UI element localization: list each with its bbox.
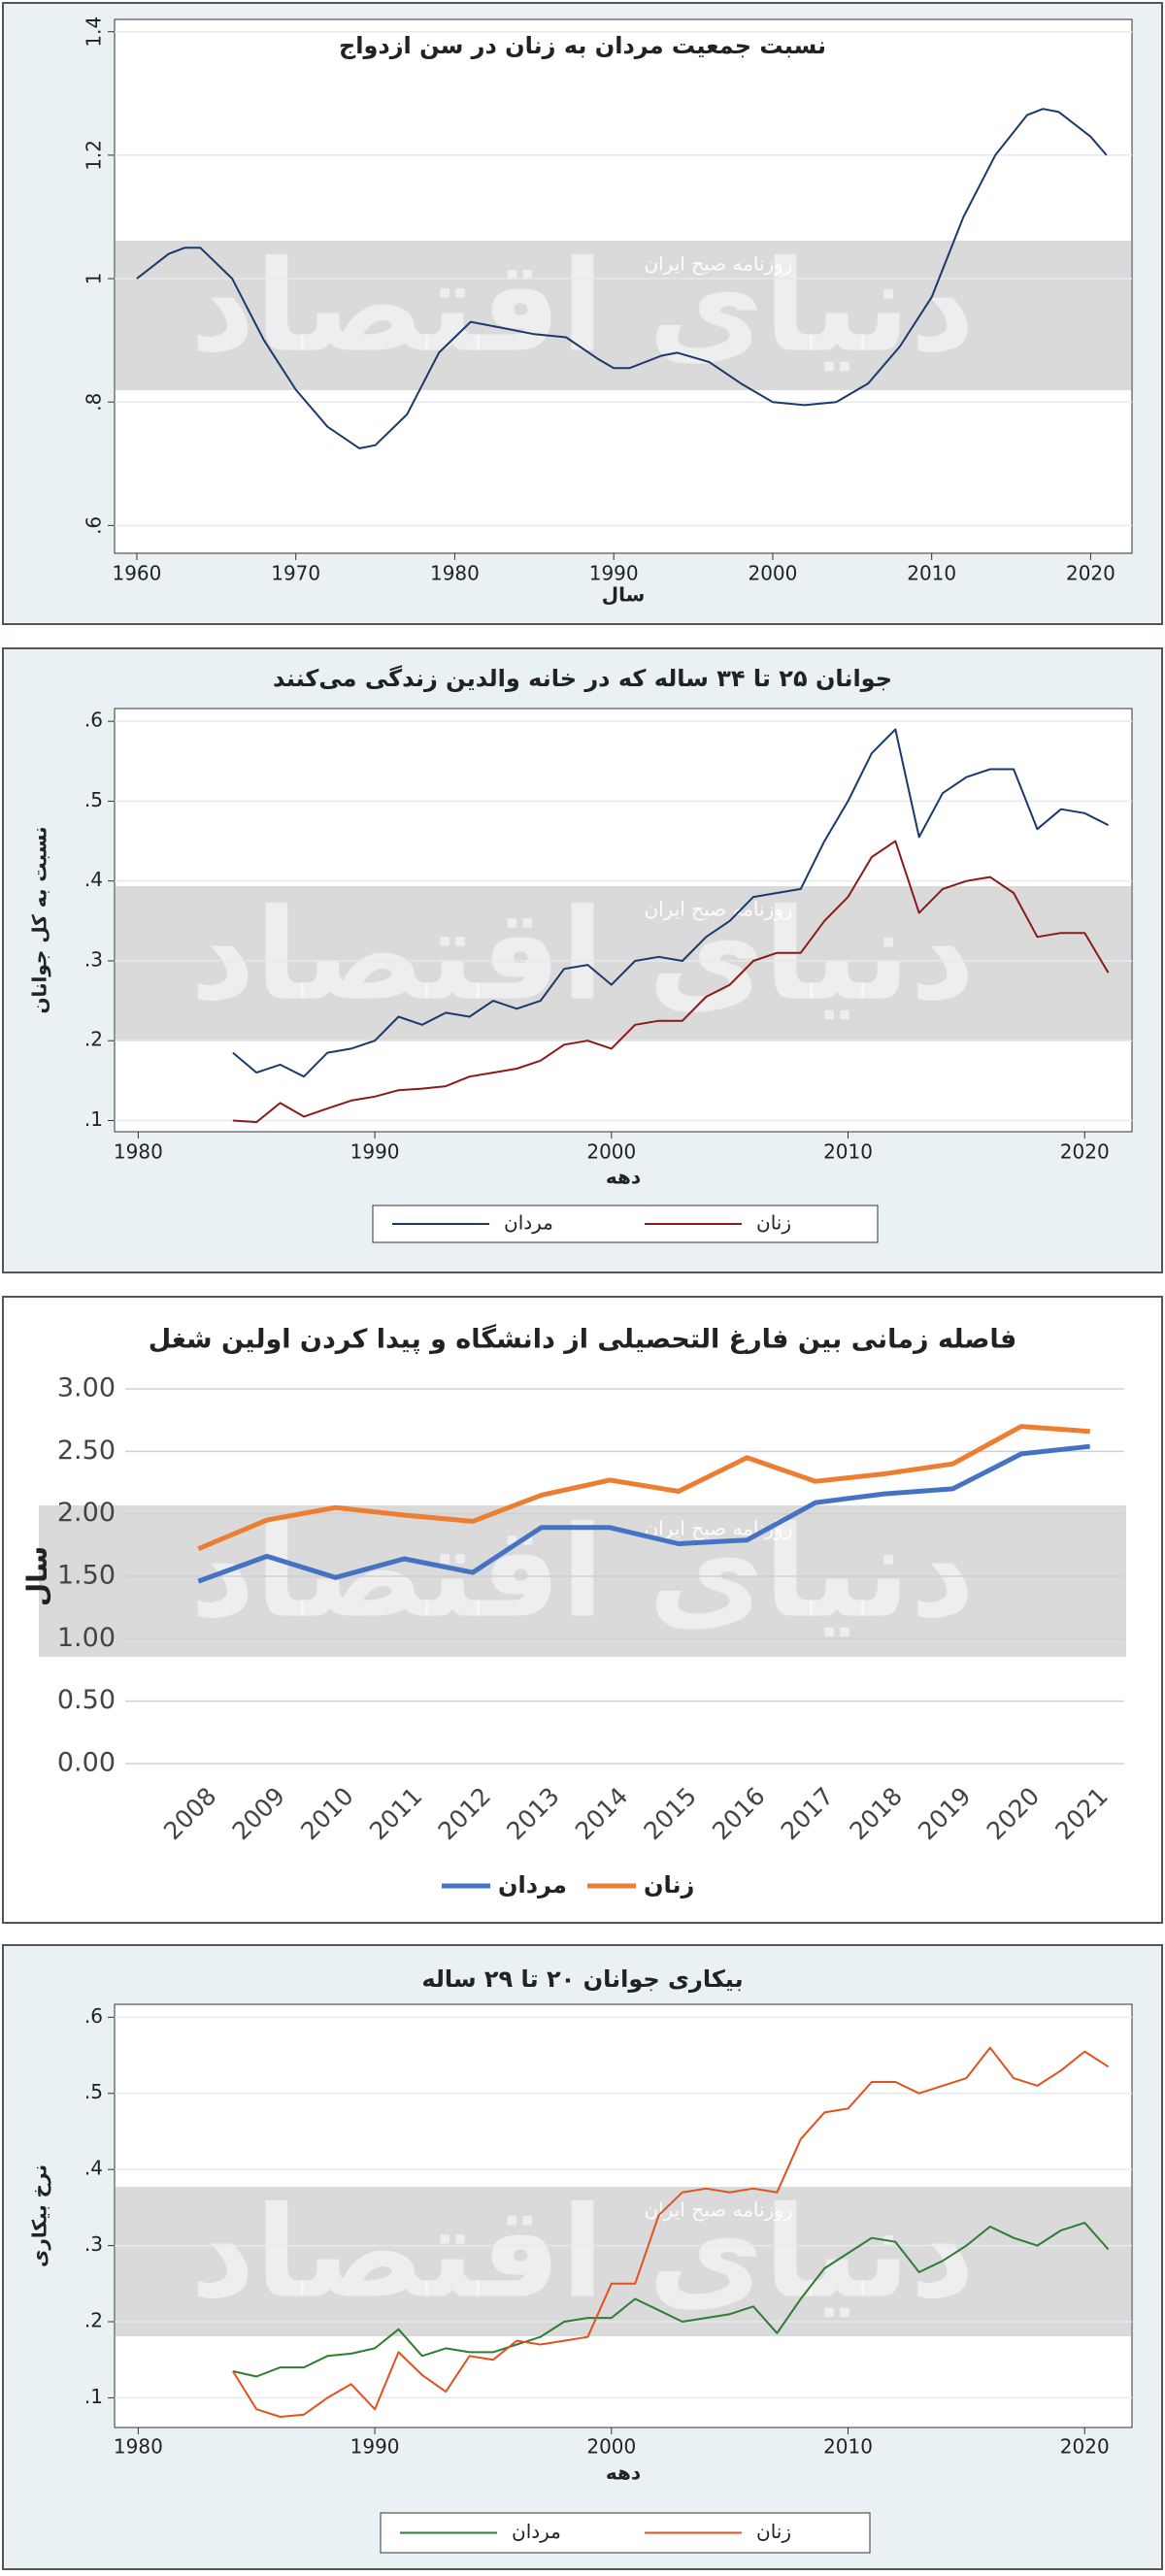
series-line [197,1424,1090,1552]
x-tick-label: 2010 [823,1140,873,1164]
x-tick-label: 1980 [114,1140,163,1164]
chart-title: بیکاری جوانان ۲۰ تا ۲۹ ساله [421,1965,743,1993]
y-tick-label: 2.50 [57,1436,116,1466]
x-tick-label: 2010 [823,2435,873,2459]
y-tick-label: .8 [83,393,106,412]
watermark-band [115,241,1132,390]
y-tick-label: .6 [84,709,103,732]
x-tick-label: 2020 [1060,1140,1110,1164]
series-line [136,108,1108,449]
x-tick-label: 2020 [1066,562,1115,585]
y-axis-label: نرخ بیکاری [28,2164,51,2267]
series-line [232,840,1110,1124]
y-tick-label: .2 [84,1028,103,1051]
watermark-band [115,2187,1132,2336]
x-tick-label: 1980 [114,2435,163,2459]
y-tick-label: .6 [83,516,106,535]
y-tick-label: .5 [84,2080,103,2103]
watermark-brand: دنیای اقتصاد [190,233,975,380]
y-tick-label: .3 [84,2232,103,2256]
chart-title: فاصله زمانی بین فارغ التحصیلی از دانشگاه… [149,1324,1017,1355]
legend-label: مردان [512,2520,561,2543]
y-axis-label: سال [21,1546,53,1606]
x-tick-label: 1990 [589,562,639,585]
plot-area [114,2003,1133,2428]
y-tick-label: .6 [84,2004,103,2028]
y-tick-label: .5 [84,788,103,811]
x-axis-label: سال [602,583,646,607]
watermark-brand: دنیای اقتصاد [190,881,975,1029]
x-tick-label: 1970 [271,562,320,585]
y-tick-label: .2 [84,2309,103,2332]
legend-label: مردان [498,1871,567,1899]
series-line [232,2046,1110,2418]
chart-title: نسبت جمعیت مردان به زنان در سن ازدواج [339,32,826,59]
plot-area [114,18,1133,554]
watermark-caption: روزنامه صبح ایران [644,252,792,276]
watermark-caption: روزنامه صبح ایران [644,898,792,921]
y-tick-label: .4 [84,868,103,891]
watermark-band [115,886,1132,1041]
y-tick-label: 1.00 [57,1623,116,1653]
legend-label: زنان [756,1211,791,1235]
x-tick-label: 1980 [430,562,480,585]
y-tick-label: 0.00 [57,1748,116,1778]
y-axis-label: نسبت به کل جوانان [28,826,51,1013]
y-tick-label: .1 [84,2385,103,2408]
y-tick-label: 1.4 [83,17,106,48]
x-tick-label: 1960 [112,562,161,585]
y-tick-label: 1.50 [57,1561,116,1591]
watermark-band [39,1505,1126,1657]
y-tick-label: 1.2 [83,140,106,171]
y-tick-label: .1 [84,1107,103,1131]
x-axis-label: دهه [606,1166,641,1189]
series-line [232,728,1110,1078]
chart-title: جوانان ۲۵ تا ۳۴ ساله که در خانه والدین ز… [273,665,892,692]
x-tick-label: 2000 [586,1140,636,1164]
legend-label: زنان [756,2520,791,2543]
y-tick-label: .4 [84,2157,103,2180]
series-line [232,2222,1110,2378]
watermark-caption: روزنامه صبح ایران [644,2198,792,2222]
x-tick-label: 2000 [748,562,797,585]
y-tick-label: 1 [83,273,106,285]
watermark-brand: دنیای اقتصاد [190,2179,975,2327]
x-tick-label: 1990 [350,2435,400,2459]
x-axis-label: دهه [606,2461,641,2485]
x-tick-label: 2000 [586,2435,636,2459]
legend-label: زنان [644,1871,694,1899]
x-tick-label: 2010 [907,562,956,585]
x-tick-label: 1990 [350,1140,400,1164]
x-tick-label: 2020 [1060,2435,1110,2459]
series-line [197,1443,1090,1584]
y-tick-label: 0.50 [57,1685,116,1715]
watermark-brand: دنیای اقتصاد [190,1499,975,1646]
y-tick-label: 2.00 [57,1498,116,1528]
legend-label: مردان [504,1211,553,1235]
y-tick-label: .3 [84,947,103,971]
y-tick-label: 3.00 [57,1373,116,1404]
